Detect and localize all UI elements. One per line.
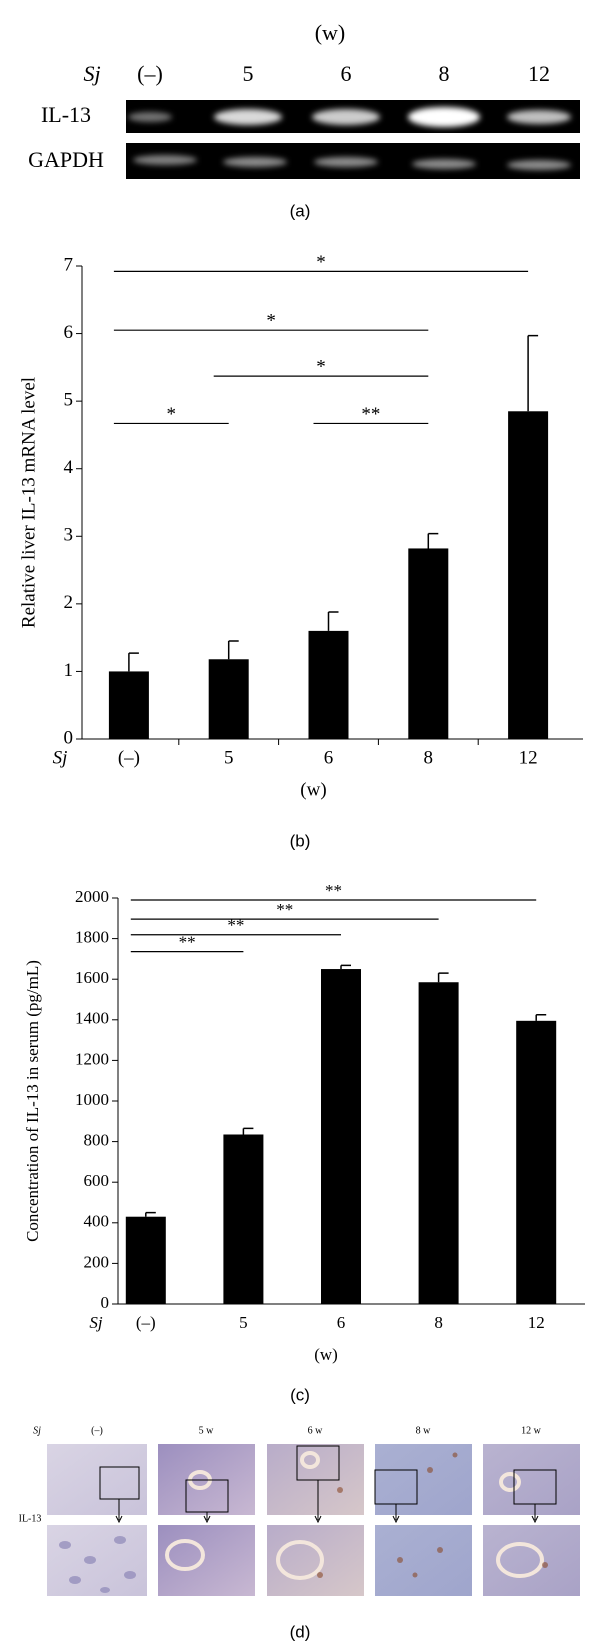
x-tick-label: (–) — [118, 747, 140, 768]
y-axis-label: Relative liver IL-13 mRNA level — [18, 377, 39, 628]
y-tick-label: 2000 — [75, 887, 109, 906]
bar — [408, 548, 449, 739]
y-tick-label: 600 — [84, 1171, 110, 1190]
y-tick-label: 4 — [64, 457, 74, 478]
x-tick-label: 12 — [528, 1313, 545, 1332]
x-tick-label: (–) — [136, 1313, 156, 1332]
column-label: 12 w — [521, 1425, 542, 1436]
error-bar — [437, 972, 449, 983]
arrows — [115, 1480, 539, 1524]
y-tick-label: 1 — [64, 660, 74, 681]
significance-label: * — [316, 357, 326, 378]
y-tick-label: 1000 — [75, 1090, 109, 1109]
y-tick-label: 6 — [64, 322, 74, 343]
bar-chart: 0 200 400 600 800 1000 1200 1400 1600 1800 2000 Sj (… — [23, 881, 585, 1404]
unit-label: (w) — [315, 20, 346, 45]
lane-label: 6 — [341, 61, 352, 86]
micrographs — [47, 1444, 580, 1596]
significance-label: * — [167, 404, 177, 425]
y-tick-label: 400 — [84, 1212, 110, 1231]
lane-label: 12 — [528, 61, 550, 86]
y-tick-label: 2 — [64, 592, 74, 613]
error-bar — [145, 1211, 156, 1217]
lane-label: 8 — [439, 61, 450, 86]
y-tick-label: 0 — [64, 727, 74, 748]
y-tick-label: 3 — [64, 525, 74, 546]
error-bar — [242, 1127, 254, 1135]
x-axis-label: (w) — [300, 779, 326, 800]
bar — [308, 630, 349, 739]
bar — [208, 659, 249, 739]
bar — [508, 411, 549, 739]
group-label: Sj — [89, 1313, 103, 1332]
y-tick-label: 1200 — [75, 1049, 109, 1068]
significance-label: ** — [227, 916, 244, 935]
y-tick-label: 7 — [64, 254, 74, 275]
error-bar — [340, 964, 351, 970]
caption: (b) — [290, 831, 311, 850]
significance-label: * — [316, 252, 326, 273]
error-bar — [535, 1013, 547, 1021]
x-tick-label: 12 — [519, 747, 538, 768]
error-bar — [327, 611, 339, 631]
caption: (a) — [290, 201, 311, 220]
y-tick-label: 5 — [64, 390, 74, 411]
x-tick-label: 8 — [434, 1313, 443, 1332]
caption: (d) — [290, 1622, 311, 1641]
group-label: Sj — [53, 747, 68, 768]
bar — [321, 969, 361, 1304]
bar — [516, 1020, 557, 1304]
x-tick-label: 6 — [324, 747, 334, 768]
panel-d: Sj (–) 5 w 6 w 8 w 12 w IL-13 — [19, 1425, 580, 1641]
y-tick-label: 0 — [101, 1293, 110, 1312]
gel-bands — [133, 155, 571, 170]
x-tick-label: 6 — [337, 1313, 346, 1332]
y-axis-label: Concentration of IL-13 in serum (pg/mL) — [23, 960, 42, 1242]
caption: (c) — [290, 1385, 310, 1404]
significance-label: ** — [179, 932, 196, 951]
column-label: 5 w — [199, 1425, 215, 1436]
error-bar — [128, 652, 139, 672]
lane-label: (–) — [137, 61, 163, 86]
column-label: 6 w — [308, 1425, 324, 1436]
row-label: IL-13 — [41, 102, 91, 127]
y-tick-label: 800 — [84, 1131, 110, 1150]
bar — [223, 1134, 264, 1304]
bar — [108, 671, 149, 739]
column-label: 8 w — [416, 1425, 432, 1436]
row-label: GAPDH — [28, 147, 104, 172]
error-bar — [227, 640, 239, 660]
group-label: Sj — [83, 61, 100, 86]
significance-label: ** — [325, 881, 342, 900]
error-bar — [527, 334, 539, 412]
bar — [125, 1216, 166, 1304]
error-bar — [427, 532, 439, 549]
row-label: IL-13 — [19, 1513, 42, 1524]
gel-bands — [128, 107, 571, 127]
y-tick-label: 1800 — [75, 928, 109, 947]
x-tick-label: 8 — [424, 747, 434, 768]
x-axis-label: (w) — [314, 1345, 338, 1364]
lane-label: 5 — [243, 61, 254, 86]
panel-a: (w) Sj (–) 5 6 8 12 IL-13 GAPDH (a) — [28, 20, 580, 220]
significance-label: ** — [276, 900, 293, 919]
x-tick-label: 5 — [224, 747, 234, 768]
y-tick-label: 200 — [84, 1252, 110, 1271]
y-tick-label: 1600 — [75, 968, 109, 987]
significance-label: ** — [361, 404, 380, 425]
x-tick-label: 5 — [239, 1313, 248, 1332]
group-label: Sj — [33, 1425, 41, 1436]
significance-label: * — [266, 311, 276, 332]
y-tick-label: 1400 — [75, 1009, 109, 1028]
column-label: (–) — [91, 1425, 103, 1436]
bar — [418, 982, 459, 1304]
